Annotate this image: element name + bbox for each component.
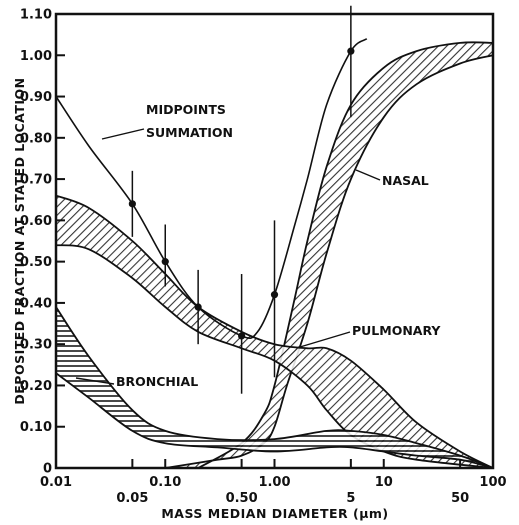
x-tick-label-4: 1.00 [258,475,290,490]
data-point-0 [128,200,136,208]
band-nasal-lower [165,54,493,468]
y-axis-title: DEPOSITED FRACTION AT STATED LOCATION [12,77,27,404]
data-point-5 [347,47,355,55]
y-tick-label-10: 1.00 [20,49,52,64]
x-axis-title: MASS MEDIAN DIAMETER (μm) [161,506,388,521]
y-axis-ticks: 0 0.10 0.20 0.30 0.40 0.50 0.60 0.70 0.80 0.90 1.0… [20,8,65,477]
x-tick-label-0: 0.01 [40,475,72,490]
y-tick-label-2: 0.20 [20,379,52,394]
leader-nasal [355,169,381,181]
y-tick-label-6: 0.60 [20,214,52,229]
band-bronchial-upper [56,306,493,468]
band-bronchial-lower [56,372,493,468]
x-tick-label-1: 0.05 [116,491,148,506]
x-tick-label-5: 5 [346,491,355,506]
x-axis-ticks: 0.01 0.050.10 0.501.00 5 10 50 100 [40,459,507,506]
deposition-bands [56,41,493,468]
data-point-1 [161,258,169,266]
x-tick-label-3: 0.50 [226,491,258,506]
y-tick-label-3: 0.30 [20,338,52,353]
annotation-pulmonary: PULMONARY [352,323,441,338]
y-tick-label-0: 0 [43,462,52,477]
annotation-summation: SUMMATION [146,125,233,140]
y-tick-label-9: 0.90 [20,90,52,105]
y-tick-label-4: 0.40 [20,296,52,311]
y-tick-label-5: 0.50 [20,255,52,270]
leader-pulmonary [299,331,351,348]
leader-summation [101,128,145,140]
x-tick-label-2: 0.10 [149,475,181,490]
y-tick-label-7: 0.70 [20,173,52,188]
data-point-3 [238,332,246,340]
summation-series [55,5,368,394]
annotation-nasal: NASAL [382,173,429,188]
data-point-4 [270,291,279,299]
leader-bronchial [75,377,115,385]
band-pulmonary-upper [56,194,493,468]
x-tick-label-8: 100 [479,475,506,490]
band-pulmonary-fill [56,195,493,468]
band-nasal-upper [197,41,493,468]
x-tick-label-7: 50 [451,491,469,506]
annotation-midpoints: MIDPOINTS [146,102,226,117]
annotation-bronchial: BRONCHIAL [116,374,198,389]
y-tick-label-8: 0.80 [20,131,52,146]
data-point-2 [194,303,202,311]
x-tick-label-6: 10 [375,475,393,490]
y-tick-label-1: 0.10 [20,420,52,435]
y-tick-label-11: 1.10 [20,8,52,23]
